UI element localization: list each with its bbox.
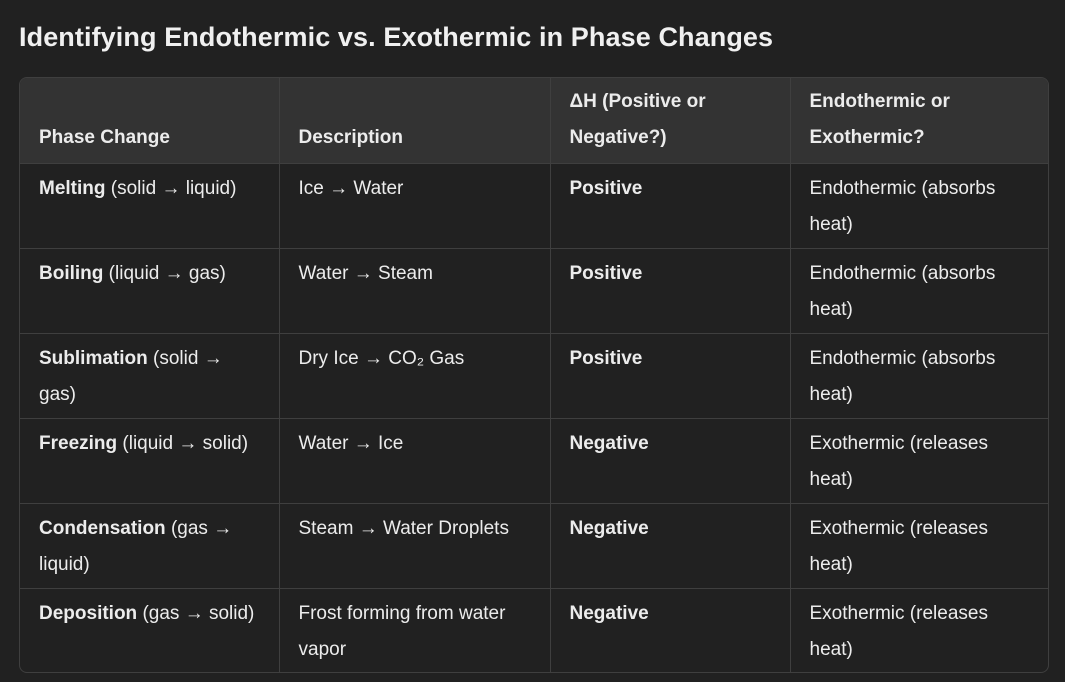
table-header-row: Phase Change Description ΔH (Positive or… [20, 78, 1048, 163]
phase-change-cell: Deposition (gas → solid) [20, 588, 280, 672]
delta-h-value: Negative [569, 517, 649, 539]
delta-h-value: Positive [569, 347, 643, 369]
phase-change-cell: Boiling (liquid → gas) [20, 248, 280, 333]
phase-change-cell: Freezing (liquid → solid) [20, 418, 280, 503]
delta-h-cell: Negative [550, 588, 791, 672]
delta-h-cell: Positive [550, 163, 791, 248]
delta-h-cell: Negative [550, 503, 791, 588]
phase-detail: (gas → liquid) [39, 517, 233, 575]
type-cell: Endothermic (absorbs heat) [809, 347, 996, 405]
delta-h-value: Positive [569, 262, 643, 284]
description-cell: Water → Steam [279, 248, 551, 333]
table-row: Condensation (gas → liquid) Steam → Wate… [20, 503, 1048, 588]
header-phase-change: Phase Change [20, 78, 280, 163]
phase-change-cell: Melting (solid → liquid) [20, 163, 280, 248]
phase-detail: (solid → liquid) [105, 177, 237, 199]
phase-name: Deposition [39, 602, 138, 624]
phase-detail: (liquid → solid) [117, 432, 249, 454]
phase-name: Boiling [39, 262, 104, 284]
phase-detail: (liquid → gas) [103, 262, 226, 284]
type-cell: Endothermic (absorbs heat) [809, 262, 996, 320]
phase-change-cell: Sublimation (solid → gas) [20, 333, 280, 418]
table-row: Deposition (gas → solid) Frost forming f… [20, 588, 1048, 672]
delta-h-value: Negative [569, 602, 649, 624]
phase-name: Freezing [39, 432, 118, 454]
table-row: Sublimation (solid → gas) Dry Ice → CO₂ … [20, 333, 1048, 418]
phase-change-cell: Condensation (gas → liquid) [20, 503, 280, 588]
delta-h-cell: Positive [550, 333, 791, 418]
header-description: Description [279, 78, 551, 163]
type-cell: Exothermic (releases heat) [809, 432, 988, 490]
header-endo-exo: Endothermic or Exothermic? [809, 90, 950, 148]
table-row: Boiling (liquid → gas) Water → Steam Pos… [20, 248, 1048, 333]
header-delta-h: ΔH (Positive or Negative?) [550, 78, 791, 163]
description-cell: Ice → Water [279, 163, 551, 248]
page-title: Identifying Endothermic vs. Exothermic i… [19, 22, 774, 52]
delta-h-value: Negative [569, 432, 649, 454]
phase-detail: (gas → solid) [137, 602, 255, 624]
type-cell: Exothermic (releases heat) [809, 602, 988, 660]
phase-detail: (solid → gas) [39, 347, 223, 405]
table-row: Freezing (liquid → solid) Water → Ice Ne… [20, 418, 1048, 503]
phase-change-table: Phase Change Description ΔH (Positive or… [19, 77, 1049, 673]
description-cell: Dry Ice → CO₂ Gas [279, 333, 551, 418]
phase-name: Melting [39, 177, 106, 199]
table-row: Melting (solid → liquid) Ice → Water Pos… [20, 163, 1048, 248]
description-cell: Frost forming from water vapor [279, 588, 551, 672]
phase-name: Condensation [39, 517, 166, 539]
delta-h-cell: Negative [550, 418, 791, 503]
delta-h-cell: Positive [550, 248, 791, 333]
type-cell: Endothermic (absorbs heat) [809, 177, 996, 235]
type-cell: Exothermic (releases heat) [809, 517, 988, 575]
description-cell: Steam → Water Droplets [279, 503, 551, 588]
delta-h-value: Positive [569, 177, 643, 199]
description-cell: Water → Ice [279, 418, 551, 503]
phase-name: Sublimation [39, 347, 148, 369]
